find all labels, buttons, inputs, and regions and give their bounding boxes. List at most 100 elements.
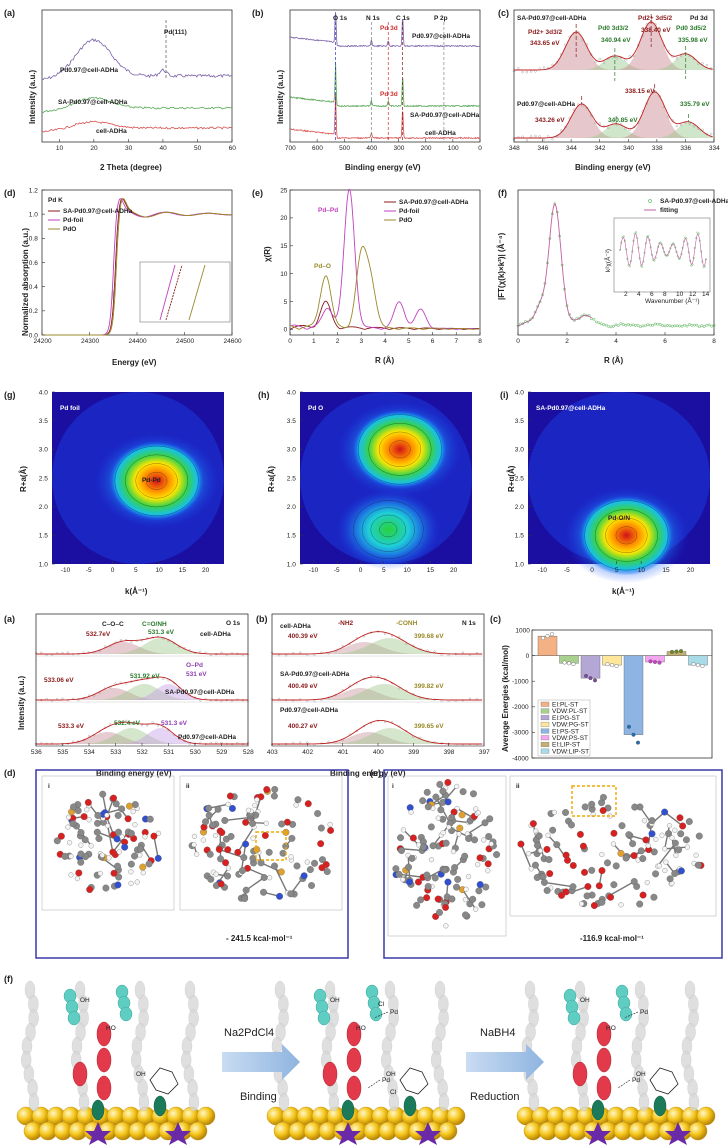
value-label: 532.7eV: [86, 631, 111, 638]
hydroxyl-label: OH: [330, 997, 340, 1004]
data-point: [675, 324, 679, 328]
pd-label: Pd: [632, 1077, 640, 1084]
tick-label: 531: [163, 749, 174, 756]
atom: [293, 802, 299, 808]
x-tick-labels: 348 346 344 342 340 338 336 334: [509, 139, 720, 152]
tick-label: 0: [516, 338, 520, 345]
atom: [569, 862, 577, 869]
tick-label: 0: [478, 145, 482, 152]
value-label: 400.49 eV: [288, 683, 318, 690]
data-point: [146, 724, 149, 727]
data-point: [40, 651, 43, 654]
contour-line: [135, 463, 178, 499]
peak-label: Pd0 3d3/2: [598, 25, 629, 32]
tick-label: 400: [373, 749, 384, 756]
data-point: [609, 325, 613, 329]
data-point: [592, 317, 596, 321]
atom: [105, 823, 111, 829]
atom: [459, 788, 467, 796]
data-point: [71, 740, 75, 743]
atom: [112, 800, 120, 808]
bond: [260, 862, 282, 873]
tick-label: 533: [110, 749, 121, 756]
bond: [671, 837, 677, 856]
atom: [150, 832, 158, 840]
data-point: [588, 676, 593, 681]
red-unit: [596, 1075, 612, 1101]
tick-labels: -10 -5 0 5 10 15 20 1.0 1.5 2.0 2.5 3.0 3.5 4.0: [287, 389, 458, 574]
atom: [191, 842, 197, 848]
y-axis-label: Average Energies (kcal/mol): [501, 645, 510, 752]
panel-xrd: (a) Pd(111) Pd0.97@cell-ADHa SA-Pd0.97@c…: [4, 8, 236, 172]
cellulose-unit: [638, 1092, 650, 1112]
fit-component: [272, 638, 484, 654]
atom: [475, 810, 481, 816]
data-point: [641, 324, 645, 328]
atom: [293, 862, 301, 870]
inset-point: [703, 265, 706, 268]
fit-component: [36, 728, 248, 744]
atom: [222, 859, 230, 867]
data-point: [119, 638, 122, 642]
tick-label: 4.0: [39, 389, 48, 396]
tick-label: 4: [383, 338, 387, 345]
x-tick-labels: 403 402 401 400 399 398 397: [267, 743, 490, 756]
data-point: [45, 654, 48, 657]
panel-label: (e): [252, 188, 263, 198]
atom: [154, 854, 162, 862]
hydroxyl-label: OH: [80, 997, 90, 1004]
panel-xps-survey: (b) O 1s N 1s C 1s P 2p Pd 3d Pd 3d Pd0.…: [252, 8, 482, 172]
peak-label: P 2p: [434, 15, 448, 22]
hydroxyl-label: HO: [606, 1025, 616, 1032]
atom: [114, 812, 122, 819]
panel-label: (h): [258, 390, 270, 400]
red-unit: [346, 1021, 362, 1047]
tick-label: 3.0: [287, 447, 296, 454]
atom: [145, 860, 153, 868]
tick-label: 2.5: [39, 475, 48, 482]
atom: [265, 848, 273, 856]
atom: [254, 797, 260, 803]
atom: [484, 860, 492, 868]
atom: [669, 835, 675, 841]
process-arrow: [222, 1044, 300, 1080]
atom: [131, 801, 139, 809]
atom: [436, 909, 443, 916]
atom: [434, 895, 442, 903]
tick-label: 1.5: [287, 533, 296, 540]
atom: [420, 843, 427, 851]
atom: [676, 814, 684, 822]
data-point: [564, 125, 567, 129]
atom: [476, 881, 484, 888]
data-point: [594, 60, 597, 64]
atom: [400, 877, 406, 883]
atom: [140, 870, 146, 876]
value-label: 338.40 eV: [641, 27, 671, 34]
data-point: [644, 324, 647, 327]
atom: [414, 878, 422, 886]
atom: [57, 832, 65, 840]
y-axis-label: Intensity (a.u.): [17, 675, 26, 730]
y-axis-label: Normalized absorption (a.u.): [21, 228, 30, 336]
inset-fit-line: [619, 233, 707, 267]
atom: [533, 874, 541, 881]
data-point: [679, 54, 683, 58]
panel-label: (c): [490, 614, 501, 624]
inset-frame: [613, 217, 711, 293]
atom: [442, 839, 450, 847]
tick-label: 24400: [129, 338, 147, 345]
legend-swatch: [540, 721, 550, 727]
atom: [245, 807, 251, 813]
tick-labels: 0 2 4 6 8: [516, 332, 716, 345]
tick-label: 400: [366, 145, 377, 152]
atom: [212, 833, 219, 839]
atom: [423, 871, 431, 879]
data-point: [653, 660, 658, 665]
data-point: [648, 323, 652, 327]
bond-label: C=O/NH: [142, 621, 167, 628]
atom: [294, 796, 302, 804]
contour-line: [615, 526, 637, 545]
data-point: [668, 324, 672, 328]
peak-label: Pd 3d: [380, 25, 398, 32]
